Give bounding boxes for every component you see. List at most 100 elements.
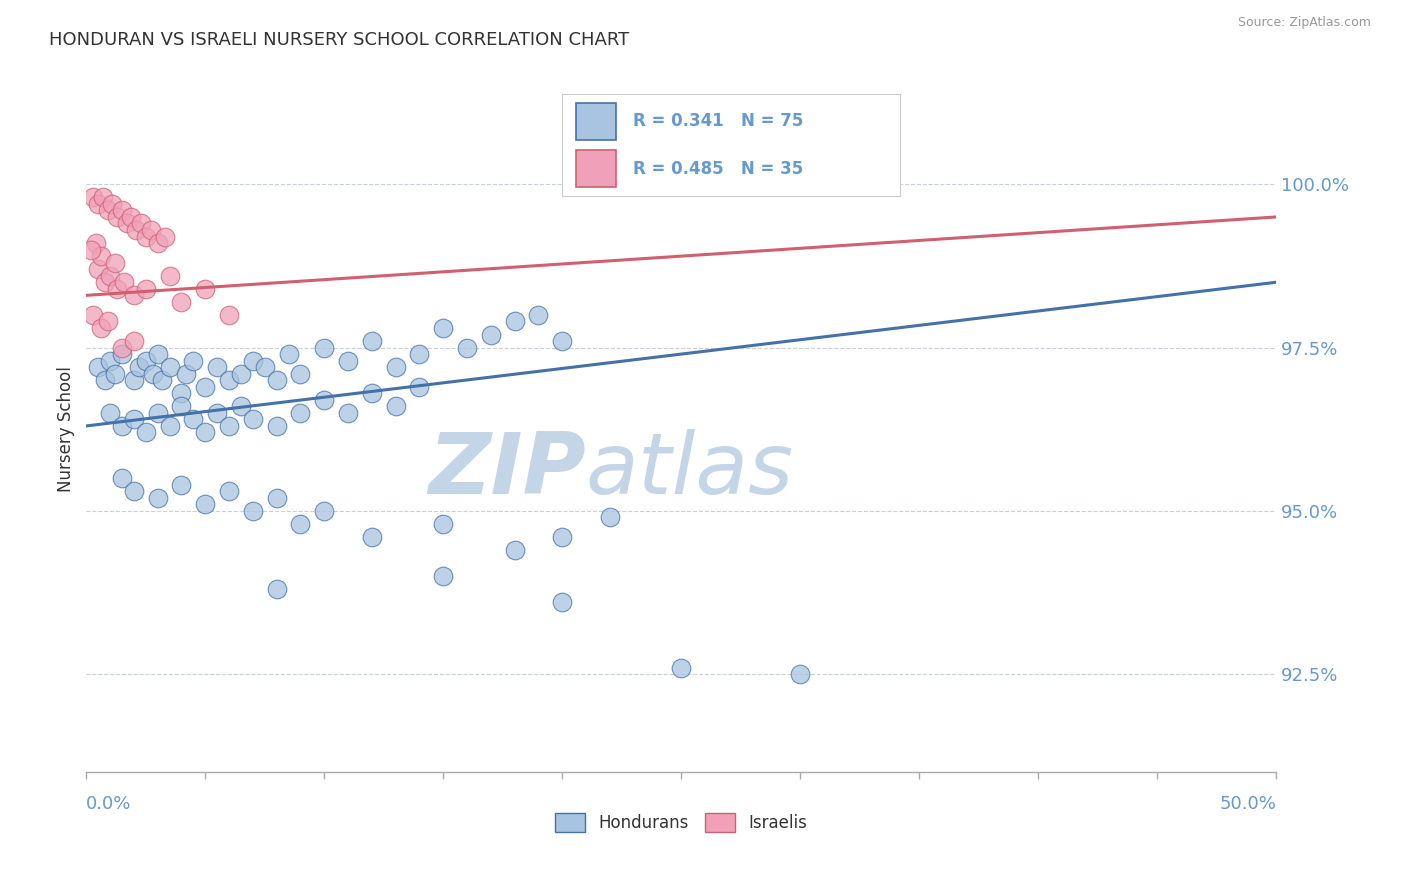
Point bbox=[146, 491, 169, 505]
Point bbox=[229, 367, 252, 381]
Point bbox=[360, 386, 382, 401]
Point bbox=[599, 510, 621, 524]
Point bbox=[503, 314, 526, 328]
Point bbox=[205, 360, 228, 375]
Point bbox=[384, 360, 406, 375]
Point bbox=[218, 373, 240, 387]
Point bbox=[194, 282, 217, 296]
FancyBboxPatch shape bbox=[576, 150, 616, 187]
Point bbox=[159, 360, 181, 375]
Point bbox=[122, 373, 145, 387]
Point bbox=[87, 360, 110, 375]
Point bbox=[277, 347, 299, 361]
Point bbox=[98, 268, 121, 283]
Point bbox=[111, 203, 134, 218]
Point bbox=[290, 367, 312, 381]
Point bbox=[266, 373, 288, 387]
Point bbox=[170, 400, 193, 414]
Point bbox=[101, 197, 124, 211]
Point bbox=[84, 236, 107, 251]
Point bbox=[111, 341, 134, 355]
Point bbox=[82, 308, 104, 322]
Point bbox=[194, 380, 217, 394]
Point bbox=[266, 491, 288, 505]
Point bbox=[97, 203, 120, 218]
Point bbox=[503, 543, 526, 558]
Y-axis label: Nursery School: Nursery School bbox=[58, 367, 75, 492]
Point bbox=[104, 255, 127, 269]
Point bbox=[314, 392, 336, 407]
Text: 50.0%: 50.0% bbox=[1219, 795, 1277, 813]
Point bbox=[551, 530, 574, 544]
Point bbox=[218, 308, 240, 322]
Point bbox=[129, 217, 152, 231]
Point bbox=[111, 419, 134, 434]
Point bbox=[159, 268, 181, 283]
Point bbox=[146, 236, 169, 251]
Text: R = 0.341   N = 75: R = 0.341 N = 75 bbox=[633, 112, 804, 130]
Point bbox=[384, 400, 406, 414]
Point bbox=[122, 484, 145, 499]
Point bbox=[527, 308, 550, 322]
Point bbox=[174, 367, 197, 381]
Point bbox=[152, 373, 174, 387]
Point bbox=[360, 334, 382, 348]
Point bbox=[360, 530, 382, 544]
Point bbox=[337, 406, 360, 420]
Point bbox=[87, 262, 110, 277]
Point bbox=[170, 386, 193, 401]
Point bbox=[82, 190, 104, 204]
Point bbox=[789, 667, 811, 681]
Point bbox=[98, 353, 121, 368]
Point bbox=[266, 419, 288, 434]
Point bbox=[432, 569, 454, 583]
Point bbox=[170, 294, 193, 309]
Point bbox=[94, 373, 117, 387]
Point bbox=[135, 425, 157, 440]
Point bbox=[128, 360, 150, 375]
Text: R = 0.485   N = 35: R = 0.485 N = 35 bbox=[633, 160, 803, 178]
Point bbox=[314, 341, 336, 355]
Point bbox=[90, 249, 112, 263]
Point bbox=[139, 223, 162, 237]
Point bbox=[432, 321, 454, 335]
Point bbox=[98, 406, 121, 420]
Point bbox=[122, 334, 145, 348]
Text: 0.0%: 0.0% bbox=[86, 795, 132, 813]
Point bbox=[112, 275, 135, 289]
Point bbox=[408, 380, 430, 394]
Point bbox=[194, 497, 217, 511]
Point bbox=[94, 275, 117, 289]
Point bbox=[479, 327, 502, 342]
Point bbox=[432, 516, 454, 531]
Text: Source: ZipAtlas.com: Source: ZipAtlas.com bbox=[1237, 16, 1371, 29]
Point bbox=[90, 321, 112, 335]
Point bbox=[135, 353, 157, 368]
Point bbox=[135, 229, 157, 244]
Point bbox=[105, 210, 128, 224]
Point bbox=[121, 210, 143, 224]
Point bbox=[408, 347, 430, 361]
Point bbox=[551, 595, 574, 609]
Point bbox=[87, 197, 110, 211]
Point bbox=[80, 243, 103, 257]
Point bbox=[91, 190, 114, 204]
Point bbox=[456, 341, 478, 355]
Point bbox=[111, 347, 134, 361]
Point bbox=[242, 353, 264, 368]
Point bbox=[242, 504, 264, 518]
Point bbox=[122, 412, 145, 426]
Point bbox=[142, 367, 165, 381]
FancyBboxPatch shape bbox=[576, 103, 616, 140]
Point bbox=[104, 367, 127, 381]
Point bbox=[314, 504, 336, 518]
Point bbox=[183, 412, 205, 426]
Point bbox=[135, 282, 157, 296]
Point bbox=[122, 288, 145, 302]
Point bbox=[146, 347, 169, 361]
Point bbox=[669, 660, 692, 674]
Point bbox=[229, 400, 252, 414]
Point bbox=[266, 582, 288, 597]
Point bbox=[205, 406, 228, 420]
Text: atlas: atlas bbox=[586, 429, 794, 512]
